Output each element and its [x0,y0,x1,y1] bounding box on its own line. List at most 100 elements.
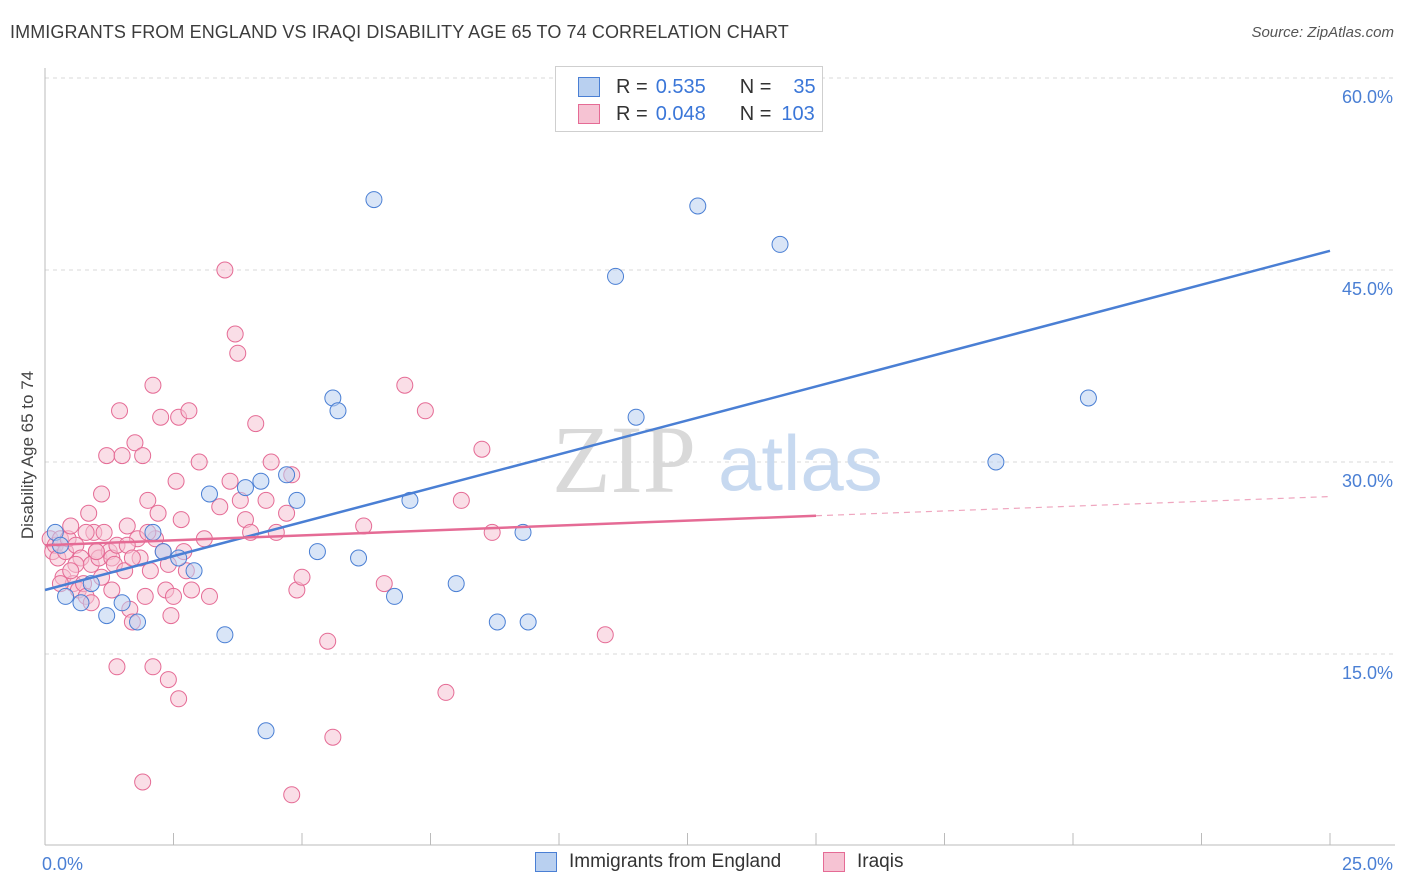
scatter-point [144,658,162,676]
scatter-point [118,517,136,535]
watermark-atlas: atlas [718,419,883,507]
y-tick-label: 60.0% [1342,87,1393,107]
scatter-point [437,683,455,701]
y-tick-label: 15.0% [1342,663,1393,683]
scatter-point [278,466,296,484]
scatter-point [257,491,275,509]
data-points [41,191,1097,804]
scatter-point [136,587,154,605]
bottom-swatch-iraqis [823,852,845,872]
trend-line-extension [815,495,1331,517]
scatter-point [216,626,234,644]
scatter-point [149,504,167,522]
scatter-point [365,191,383,209]
scatter-point [57,587,75,605]
scatter-point [134,447,152,465]
scatter-point [72,594,90,612]
y-tick-label: 30.0% [1342,471,1393,491]
y-axis-label: Disability Age 65 to 74 [18,371,37,539]
trend-line [44,249,1331,592]
legend-n-label: N = [739,75,772,98]
legend-row-iraqis: R = 0.048 N = 103 [578,100,815,128]
scatter-point [152,408,170,426]
scatter-point [93,485,111,503]
x-tick-label: 25.0% [1342,854,1393,874]
scatter-point [200,587,218,605]
legend-box: R = 0.535 N = 35 R = 0.048 N = 103 [555,66,823,132]
scatter-point [180,402,198,420]
scatter-point [288,491,306,509]
scatter-point [211,498,229,516]
legend-swatch-iraqis [578,104,600,124]
legend-swatch-england [578,77,600,97]
scatter-point [141,562,159,580]
scatter-point [98,607,116,625]
scatter-point [262,453,280,471]
scatter-point [190,453,208,471]
scatter-point [113,447,131,465]
scatter-point [182,581,200,599]
scatter-point [293,568,311,586]
scatter-point [62,562,80,580]
x-tick-labels: 0.0% 25.0% [42,854,1393,874]
scatter-point [473,440,491,458]
scatter-point [167,472,185,490]
scatter-point [111,402,129,420]
bottom-legend-label-iraqis: Iraqis [857,851,904,872]
scatter-point [200,485,218,503]
scatter-point [987,453,1005,471]
scatter-point [226,325,244,343]
scatter-point [185,562,203,580]
scatter-point [386,587,404,605]
scatter-point [1079,389,1097,407]
scatter-point [87,543,105,561]
bottom-legend-iraqis: Iraqis [823,851,903,873]
scatter-point [129,613,147,631]
chart-title: IMMIGRANTS FROM ENGLAND VS IRAQI DISABIL… [10,22,789,42]
scatter-point [103,581,121,599]
scatter-point [108,658,126,676]
scatter-point [165,587,182,605]
bottom-legend-england: Immigrants from England [535,851,781,873]
scatter-point [283,786,301,804]
scatter-point [134,773,152,791]
bottom-legend-label-england: Immigrants from England [569,851,782,872]
scatter-point [144,376,162,394]
y-tick-label: 45.0% [1342,279,1393,299]
scatter-point [95,523,113,541]
bottom-swatch-england [535,852,557,872]
grid-lines [45,77,1395,655]
scatter-point [236,479,254,497]
scatter-point [247,415,265,433]
scatter-point [329,402,347,420]
scatter-point [689,197,707,215]
x-tick-label: 0.0% [42,854,83,874]
legend-n-value-iraqis: 103 [781,102,815,125]
scatter-point [159,671,177,689]
legend-r-value-england: 0.535 [655,75,706,98]
scatter-point [113,594,131,612]
scatter-point [252,472,270,490]
trend-lines [44,249,1331,592]
scatter-point [607,267,625,285]
scatter-point [98,447,116,465]
legend-r-label: R = [616,75,648,98]
scatter-point [514,523,532,541]
scatter-point [396,376,414,394]
scatter-point [123,549,141,567]
scatter-point [416,402,434,420]
scatter-point [308,543,326,561]
scatter-point [375,575,393,593]
bottom-legend: Immigrants from England Iraqis [0,851,1406,879]
scatter-point [221,472,239,490]
trend-line [44,514,817,547]
watermark-zip: ZIP [552,406,696,513]
scatter-point [596,626,614,644]
scatter-point [80,504,98,522]
scatter-point [324,728,342,746]
legend-n-value-england: 35 [793,75,816,98]
scatter-point [229,344,247,362]
scatter-point [139,491,157,509]
scatter-point [62,517,80,535]
